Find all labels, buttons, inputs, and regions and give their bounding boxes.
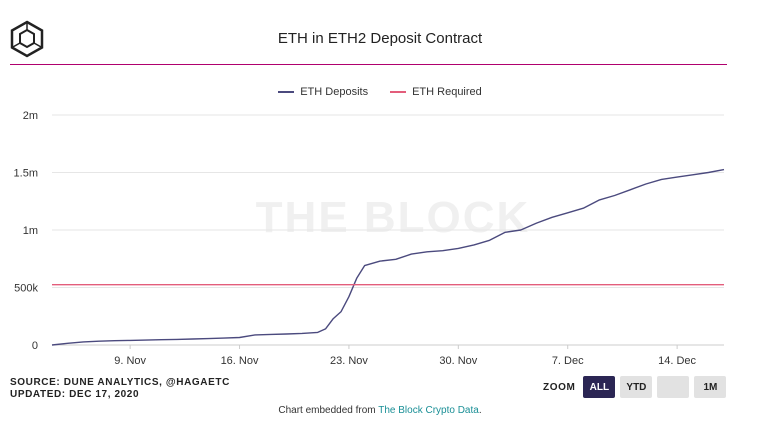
y-tick-label: 2m xyxy=(23,110,38,122)
x-tick-label: 9. Nov xyxy=(114,355,146,367)
x-tick-label: 30. Nov xyxy=(439,355,477,367)
updated-text: UPDATED: DEC 17, 2020 xyxy=(10,389,140,400)
y-tick-label: 500k xyxy=(14,283,38,295)
legend-item-deposits[interactable]: ETH Deposits xyxy=(278,86,368,98)
y-tick-label: 1m xyxy=(23,225,38,237)
x-tick-label: 7. Dec xyxy=(552,355,584,367)
embed-suffix: . xyxy=(478,405,482,416)
zoom-blank-button[interactable] xyxy=(657,376,690,398)
embed-link[interactable]: The Block Crypto Data xyxy=(378,405,479,416)
zoom-controls: ZOOM ALL YTD 1M xyxy=(543,376,727,398)
embed-prefix: Chart embedded from xyxy=(278,405,379,416)
x-tick-label: 16. Nov xyxy=(221,355,259,367)
legend-label-deposits: ETH Deposits xyxy=(300,86,369,98)
title-divider xyxy=(10,64,727,65)
chart-legend: ETH Deposits ETH Required xyxy=(0,86,760,98)
zoom-all-button[interactable]: ALL xyxy=(583,376,616,398)
source-text: SOURCE: DUNE ANALYTICS, @HAGAETC xyxy=(10,377,230,388)
x-tick-label: 14. Dec xyxy=(658,355,696,367)
embed-credit: Chart embedded from The Block Crypto Dat… xyxy=(0,405,760,416)
y-tick-label: 0 xyxy=(32,340,38,352)
zoom-ytd-button[interactable]: YTD xyxy=(620,376,653,398)
chart-footer: SOURCE: DUNE ANALYTICS, @HAGAETC UPDATED… xyxy=(10,377,230,401)
series-line-eth-deposits xyxy=(51,168,725,346)
legend-swatch-required xyxy=(390,91,407,93)
legend-label-required: ETH Required xyxy=(412,86,482,98)
legend-item-required[interactable]: ETH Required xyxy=(390,86,482,98)
x-tick-label: 23. Nov xyxy=(330,355,368,367)
the-block-logo-icon xyxy=(10,20,44,58)
zoom-label: ZOOM xyxy=(543,381,576,393)
y-tick-label: 1.5m xyxy=(14,168,38,180)
chart-title: ETH in ETH2 Deposit Contract xyxy=(277,30,483,47)
legend-swatch-deposits xyxy=(278,91,295,93)
watermark-text: THE BLOCK xyxy=(256,193,531,242)
zoom-1m-button[interactable]: 1M xyxy=(694,376,727,398)
